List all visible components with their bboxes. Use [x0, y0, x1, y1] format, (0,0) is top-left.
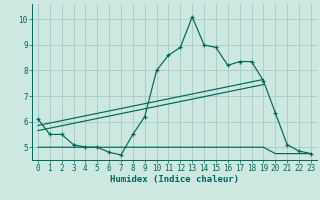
X-axis label: Humidex (Indice chaleur): Humidex (Indice chaleur): [110, 175, 239, 184]
